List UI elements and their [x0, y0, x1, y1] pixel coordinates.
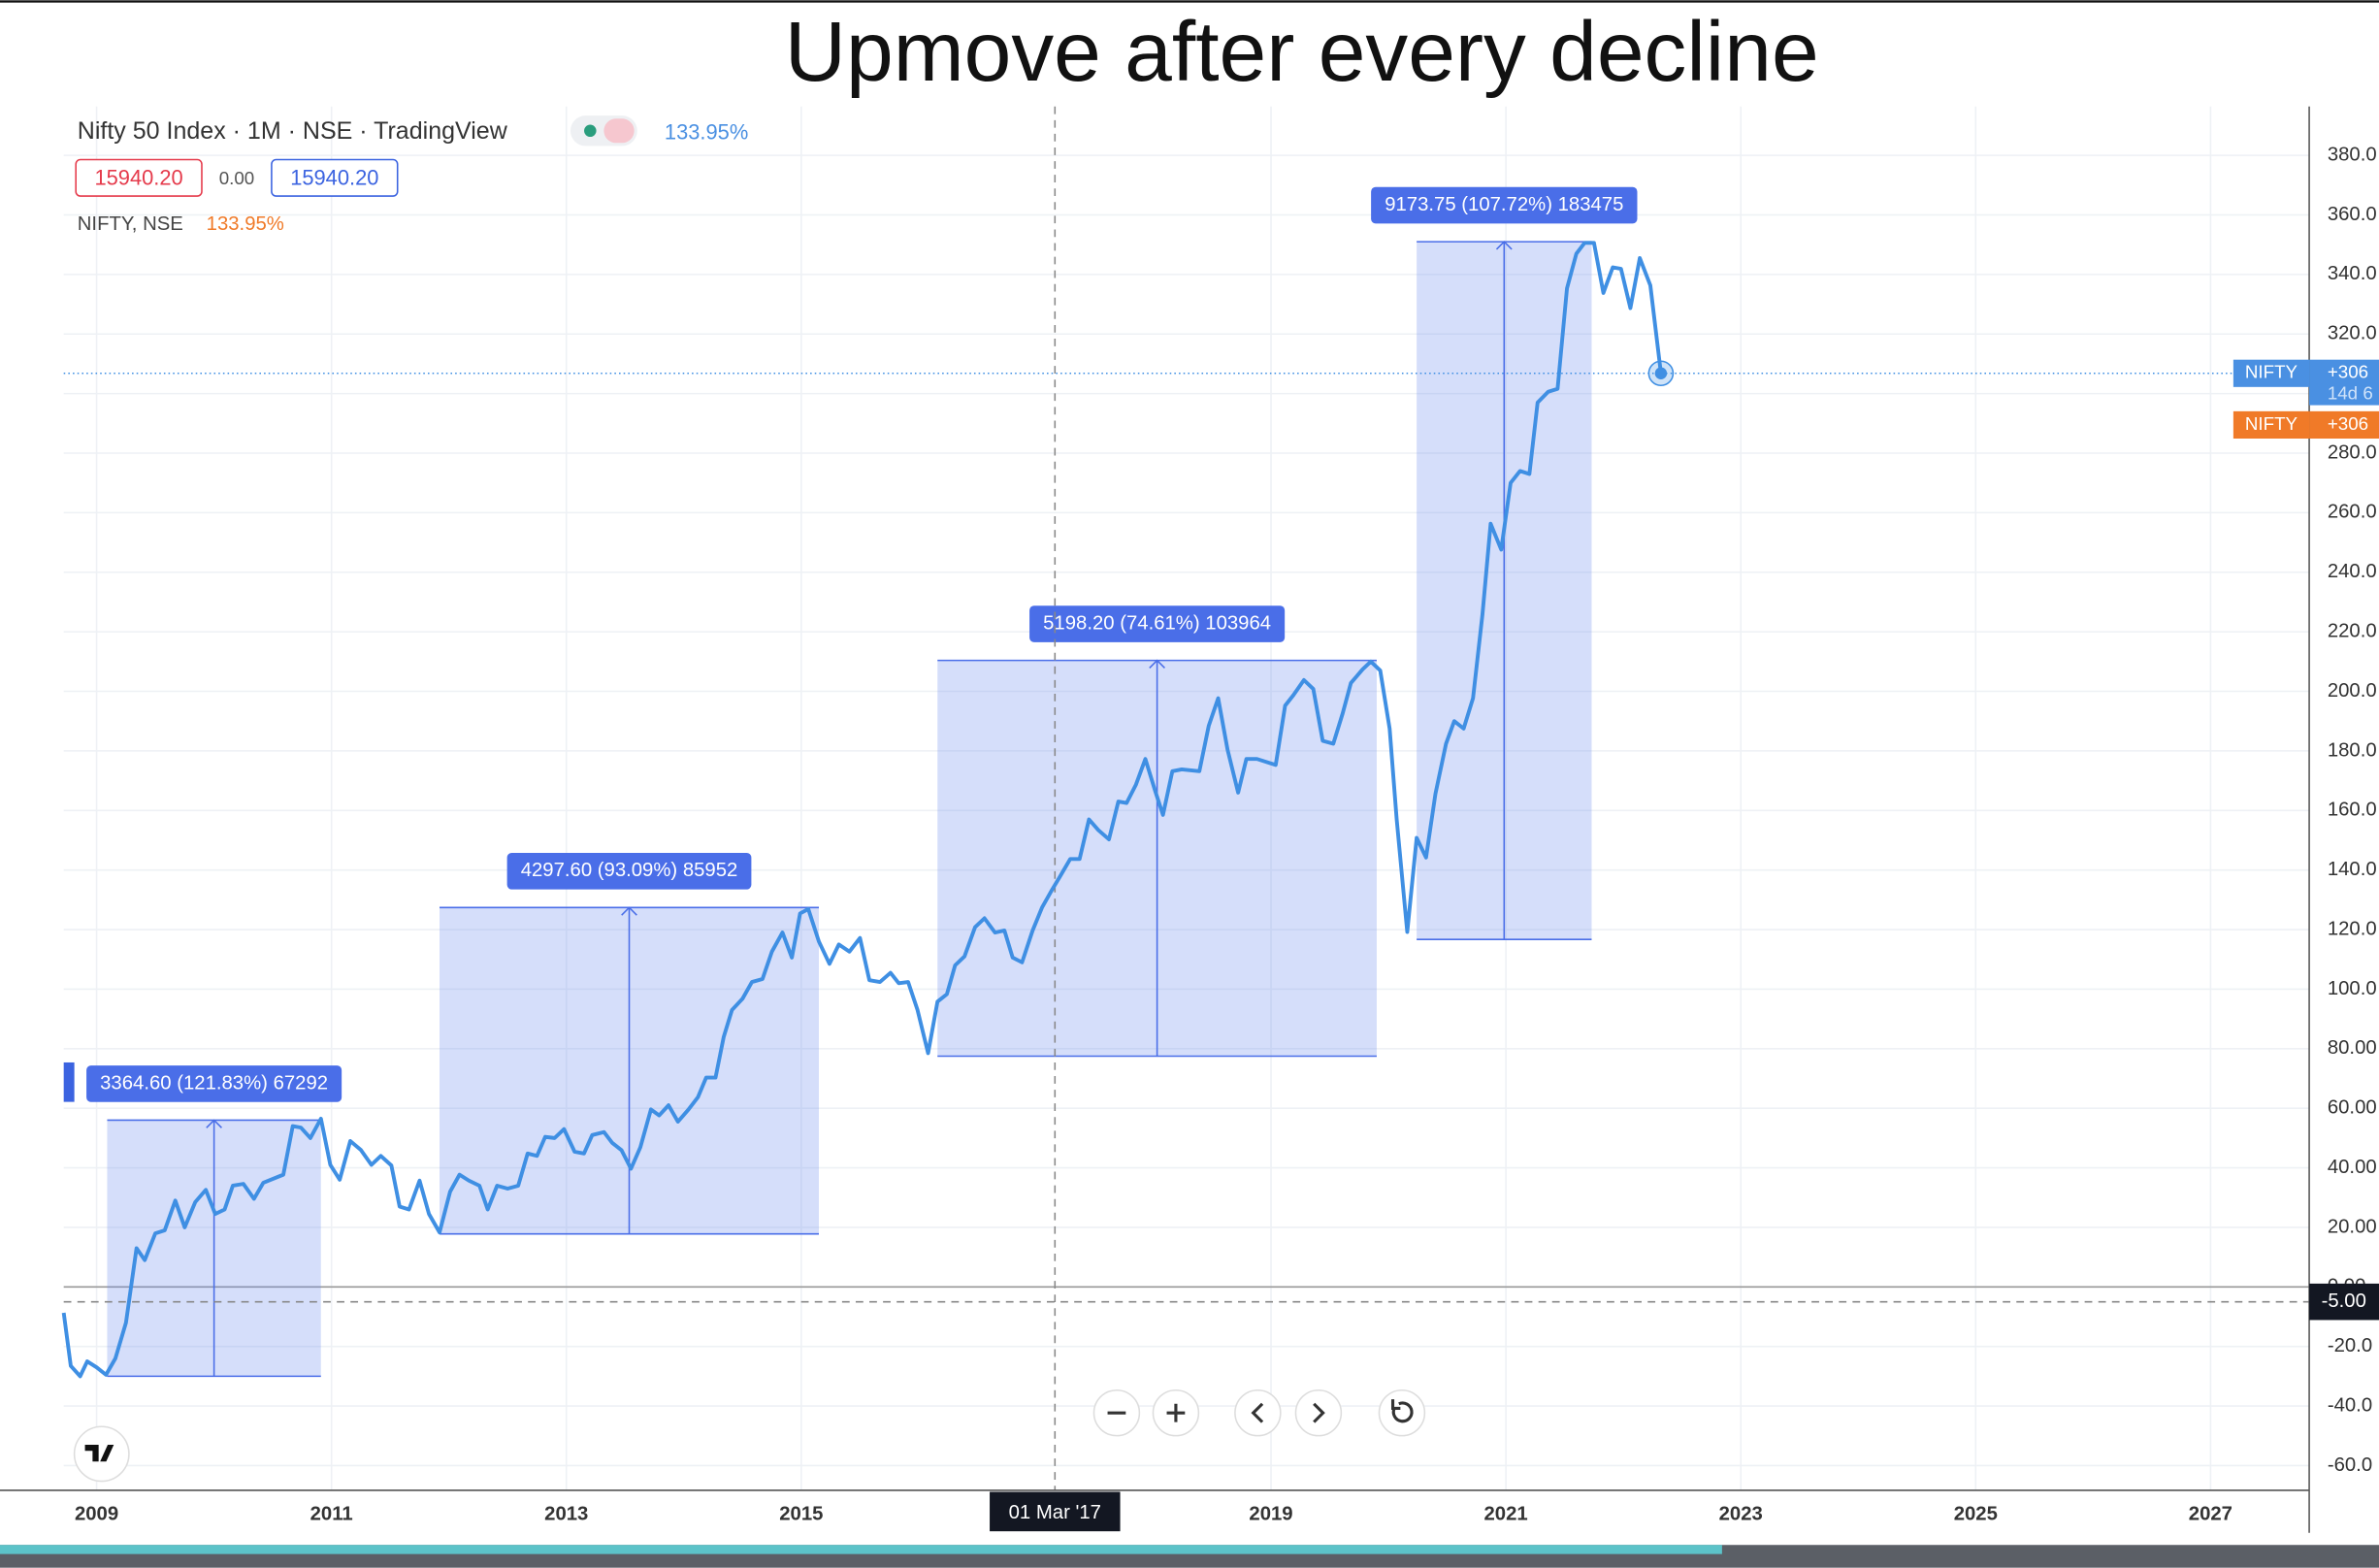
y-tick-label: 140.0: [2328, 859, 2377, 880]
y-tick-label: 80.00: [2328, 1037, 2377, 1059]
price-tag-value: +306: [2328, 413, 2368, 434]
measure-arrow-head: [621, 906, 637, 916]
measure-arrow-head: [206, 1119, 222, 1128]
legend-name: NIFTY, NSE: [78, 213, 183, 235]
price-tag-value: +306: [2328, 362, 2368, 382]
y-tick-label: 20.00: [2328, 1216, 2377, 1237]
x-tick-label: 2011: [310, 1503, 353, 1524]
symbol-info: Nifty 50 Index · 1M · NSE · TradingView: [78, 117, 508, 145]
measure-label-box: [506, 853, 752, 890]
price-tag-name-box: [2232, 359, 2310, 387]
x-tick-label: 2021: [1484, 1503, 1528, 1524]
price-tag-name-box: [2232, 410, 2310, 439]
zoom-out-button[interactable]: [1092, 1388, 1141, 1437]
x-tick-label: 2023: [1719, 1503, 1763, 1524]
measure-arrow-head: [1149, 659, 1165, 669]
logo: [73, 1425, 130, 1483]
measure-arrow-head: [1495, 241, 1513, 250]
y-tick-label: 40.00: [2328, 1157, 2377, 1178]
price-tag-value-box: [2309, 410, 2379, 439]
status-dot: [584, 124, 597, 138]
x-tick-label: 2009: [75, 1503, 118, 1524]
grid: [63, 106, 2310, 1490]
price-tag-name: NIFTY: [2245, 413, 2298, 434]
header-change: 133.95%: [665, 120, 748, 145]
y-tick-label: 260.0: [2328, 502, 2377, 523]
y-tick-label: 360.0: [2328, 204, 2377, 225]
y-tick-label: 180.0: [2328, 739, 2377, 761]
reset-button[interactable]: [1378, 1388, 1426, 1437]
top-border: [0, 0, 2379, 3]
y-tick-label: 120.0: [2328, 918, 2377, 939]
y-tick-label: 220.0: [2328, 621, 2377, 642]
y-tick-label: -60.0: [2328, 1454, 2372, 1476]
y-tick-label: 240.0: [2328, 561, 2377, 582]
last-value-dot: [1654, 367, 1668, 380]
plot: 3364.60 (121.83%) 67292 4297.60 (93.09%) …: [61, 106, 2310, 1490]
measure-label-box: [86, 1065, 342, 1102]
scroll-right-button[interactable]: [1294, 1388, 1343, 1437]
crosshair-y-label: -5.00: [2322, 1290, 2366, 1312]
title: Upmove after every decline: [785, 4, 1819, 99]
measure-label: 9173.75 (107.72%) 183475: [1385, 194, 1623, 215]
progress-bar: [0, 1545, 1722, 1554]
y-tick-label: 340.0: [2328, 263, 2377, 284]
x-tick-label: 2019: [1249, 1503, 1292, 1524]
crosshair-x-tag: [990, 1491, 1121, 1532]
y-tick-label: 60.00: [2328, 1097, 2377, 1119]
buy-price: 15940.20: [290, 166, 378, 190]
offscreen-label: [63, 1062, 75, 1102]
y-tick-label: 280.0: [2328, 441, 2377, 463]
y-tick-label: -40.0: [2328, 1394, 2372, 1416]
measure-label-box: [1371, 186, 1638, 224]
measure-label: 4297.60 (93.09%) 85952: [521, 860, 738, 881]
x-tick-label: 2013: [544, 1503, 588, 1524]
price-tag-value-box: [2309, 359, 2379, 406]
x-tick-label: 2025: [1954, 1503, 1998, 1524]
y-tick-label: 160.0: [2328, 800, 2377, 821]
buy-box[interactable]: [271, 158, 399, 197]
status-icon: [603, 118, 635, 144]
price-line: [61, 241, 1663, 1379]
x-tick-label: 2015: [779, 1503, 823, 1524]
measure-label-box: [1029, 605, 1286, 642]
legend-change: 133.95%: [207, 213, 284, 235]
y-tick-label: 320.0: [2328, 323, 2377, 344]
price-tag-name: NIFTY: [2245, 362, 2298, 382]
price-tag-countdown: 14d 6: [2328, 383, 2373, 404]
y-tick-label: 380.0: [2328, 144, 2377, 165]
y-tick-label: 200.0: [2328, 680, 2377, 702]
y-tick-label: 100.0: [2328, 978, 2377, 999]
y-tick-label: -20.0: [2328, 1335, 2372, 1356]
crosshair-y-tag: [2309, 1283, 2379, 1321]
sell-price: 15940.20: [94, 166, 182, 190]
x-tick-label: 2027: [2189, 1503, 2232, 1524]
zoom-in-button[interactable]: [1152, 1388, 1200, 1437]
spread: 0.00: [219, 168, 255, 188]
sell-box[interactable]: [75, 158, 203, 197]
measure-label: 3364.60 (121.83%) 67292: [100, 1072, 328, 1094]
measure-label: 5198.20 (74.61%) 103964: [1043, 612, 1271, 634]
scroll-left-button[interactable]: [1234, 1388, 1282, 1437]
crosshair-x-label: 01 Mar '17: [1009, 1502, 1101, 1523]
